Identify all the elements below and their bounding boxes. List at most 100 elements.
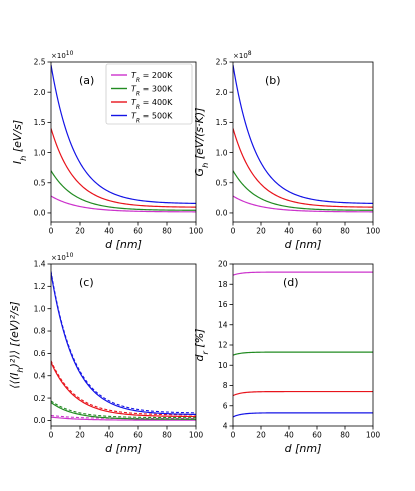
panel-d: 0 20 40 60 80 100 4 6 8 10 12 14 16 18 20 (d) d [nm] dr [… — [193, 260, 380, 455]
legend-box — [105, 63, 193, 125]
y-tick-label: 2.0 — [34, 88, 46, 97]
x-tick-label: 100 — [189, 431, 204, 440]
y-tick-label: 1.0 — [216, 148, 228, 157]
y-tick-label: 2.5 — [216, 58, 228, 67]
y-tick-label: 4 — [223, 422, 228, 431]
y-tick-label: 1.5 — [216, 118, 228, 127]
series-line-3 — [51, 64, 196, 204]
legend-label: TR = 500K — [131, 112, 173, 125]
x-tick-label: 0 — [231, 431, 236, 440]
y-tick-label: 1.0 — [34, 148, 46, 157]
y-tick-label: 1.2 — [34, 282, 46, 291]
x-tick-label: 0 — [49, 431, 54, 440]
x-tick-label: 80 — [162, 431, 172, 440]
panel-label: (c) — [79, 276, 94, 289]
x-tick-label: 80 — [340, 431, 350, 440]
series-line-0 — [51, 195, 196, 213]
series-group — [233, 64, 373, 213]
series-line-0 — [51, 416, 196, 421]
series-dashed-line-3 — [51, 271, 196, 414]
x-tick-label: 60 — [312, 227, 322, 236]
y-tick-label: 0.6 — [34, 349, 46, 358]
x-tick-label: 40 — [284, 227, 294, 236]
panel-a: 0 20 40 60 80 100 0.0 0.5 1.0 1.5 2.0 2.5 ×1010 (a) d … — [11, 50, 203, 251]
y-tick-label: 10 — [218, 361, 228, 370]
x-tick-label: 100 — [189, 227, 204, 236]
x-axis-label: d [nm] — [285, 238, 322, 251]
series-line-3 — [51, 272, 196, 415]
series-line-1 — [233, 170, 373, 211]
x-tick-label: 40 — [284, 431, 294, 440]
panel-b: 0 20 40 60 80 100 0.0 0.5 1.0 1.5 2.0 2.5 ×108 (b) d [… — [193, 50, 380, 251]
x-tick-label: 100 — [366, 227, 381, 236]
series-line-2 — [233, 128, 373, 208]
axes-frame — [232, 61, 374, 223]
series-group — [51, 64, 196, 213]
series-line-3 — [233, 412, 373, 418]
x-tick-label: 20 — [75, 227, 85, 236]
panel-c: 0 20 40 60 80 100 0.0 0.2 0.4 0.6 0.8 1.0 1.2 1.4 ×101… — [8, 252, 203, 455]
x-axis-label: d [nm] — [105, 442, 142, 455]
legend-label: TR = 200K — [131, 71, 173, 84]
series-group — [51, 271, 196, 421]
legend-label: TR = 400K — [131, 98, 173, 111]
x-tick-label: 0 — [231, 227, 236, 236]
series-line-1 — [233, 351, 373, 356]
axis-multiplier: ×1010 — [51, 252, 74, 262]
series-dashed-line-2 — [51, 360, 196, 416]
series-line-1 — [51, 402, 196, 420]
axis-multiplier: ×1010 — [51, 50, 74, 60]
y-tick-label: 18 — [218, 280, 228, 289]
axis-multiplier: ×108 — [233, 50, 252, 60]
y-axis-label: dr [%] — [193, 329, 210, 362]
x-tick-label: 20 — [75, 431, 85, 440]
y-axis-label: Ih [eV/s] — [11, 120, 28, 164]
series-line-0 — [233, 195, 373, 213]
y-tick-label: 0.5 — [216, 178, 228, 187]
series-line-1 — [51, 170, 196, 211]
y-tick-label: 0.0 — [34, 209, 46, 218]
series-dashed-line-1 — [51, 400, 196, 419]
x-tick-label: 80 — [162, 227, 172, 236]
y-tick-label: 1.5 — [34, 118, 46, 127]
panel-label: (d) — [283, 276, 299, 289]
axes-frame — [50, 263, 197, 427]
series-line-3 — [233, 64, 373, 204]
y-tick-label: 20 — [218, 260, 228, 269]
series-line-2 — [233, 390, 373, 397]
y-tick-label: 0.8 — [34, 327, 46, 336]
panel-label: (a) — [79, 74, 94, 87]
x-axis-label: d [nm] — [285, 442, 322, 455]
y-tick-label: 6 — [223, 401, 228, 410]
y-tick-label: 12 — [218, 341, 228, 350]
x-tick-label: 40 — [104, 227, 114, 236]
y-tick-label: 16 — [218, 300, 228, 309]
y-tick-label: 0.5 — [34, 178, 46, 187]
y-tick-label: 1.4 — [34, 260, 46, 269]
y-tick-label: 8 — [223, 381, 228, 390]
x-axis-label: d [nm] — [105, 238, 142, 251]
y-tick-label: 1.0 — [34, 304, 46, 313]
y-tick-label: 0.0 — [216, 209, 228, 218]
x-tick-label: 100 — [366, 431, 381, 440]
x-tick-label: 40 — [104, 431, 114, 440]
y-axis-label: Gh [eV/(s·K)] — [193, 108, 210, 177]
y-tick-label: 2.0 — [216, 88, 228, 97]
series-group — [233, 271, 373, 418]
x-tick-label: 60 — [312, 431, 322, 440]
y-tick-label: 0.4 — [34, 371, 46, 380]
x-tick-label: 0 — [49, 227, 54, 236]
series-line-2 — [51, 362, 196, 418]
y-tick-label: 2.5 — [34, 58, 46, 67]
y-tick-label: 0.0 — [34, 416, 46, 425]
series-line-0 — [233, 271, 373, 276]
y-tick-label: 0.2 — [34, 394, 46, 403]
axes-frame — [50, 61, 197, 223]
panel-label: (b) — [265, 74, 281, 87]
x-tick-label: 60 — [133, 227, 143, 236]
x-tick-label: 20 — [256, 227, 266, 236]
x-tick-label: 20 — [256, 431, 266, 440]
x-tick-label: 60 — [133, 431, 143, 440]
